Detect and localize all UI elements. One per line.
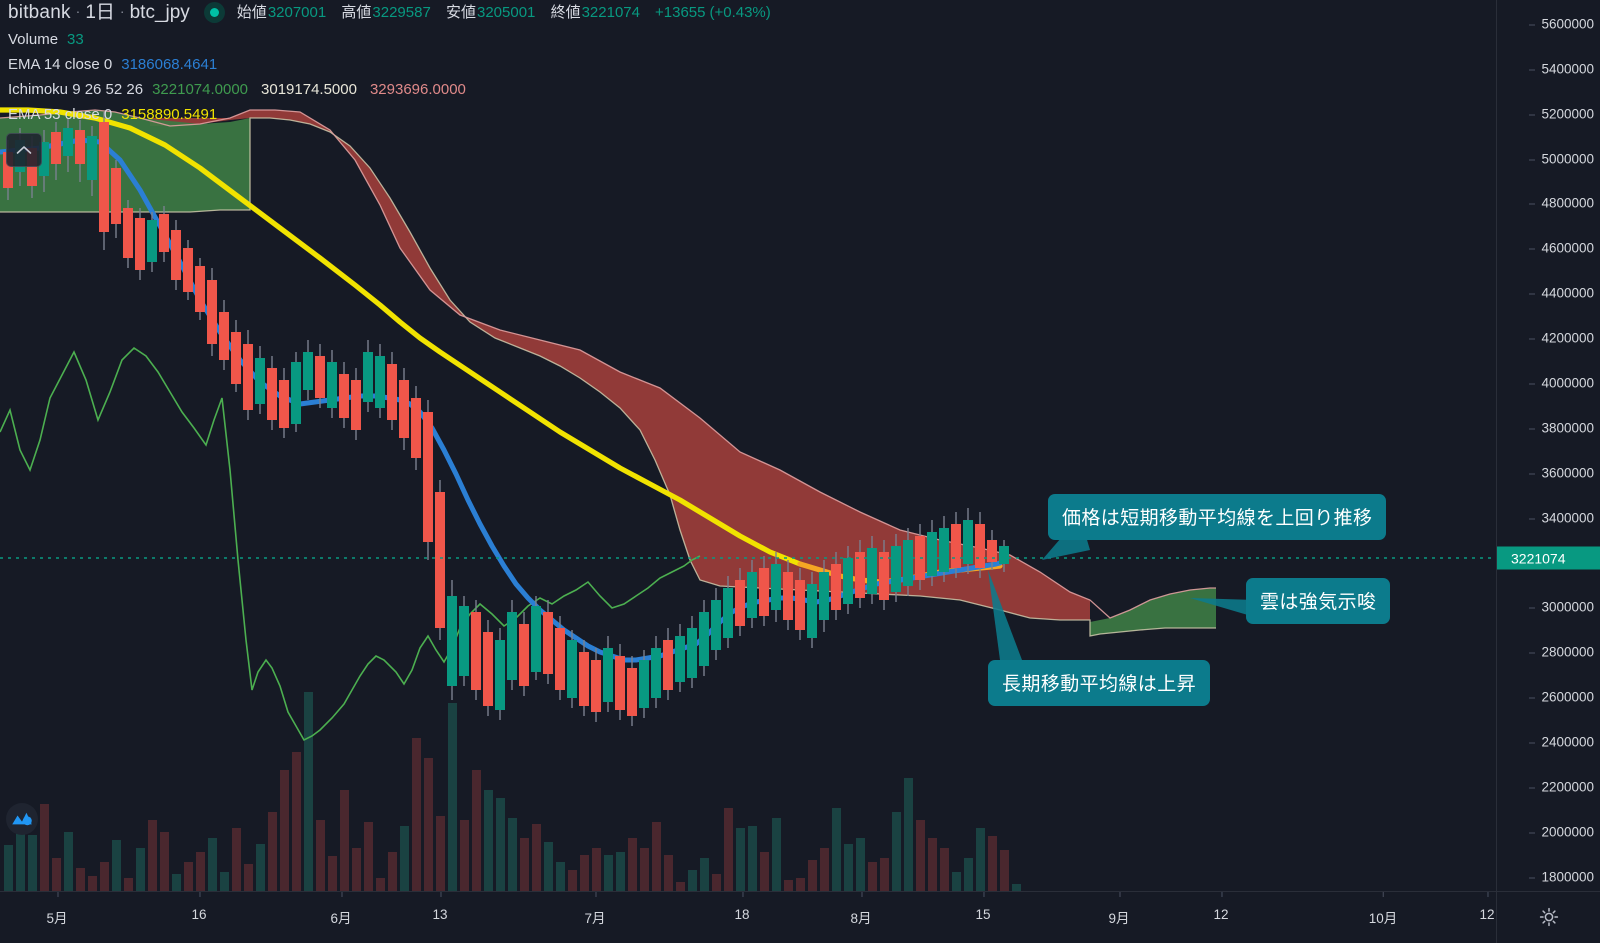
- ichimoku-senkou-b-line: [0, 109, 1216, 619]
- price-axis-tick: 4800000: [1529, 195, 1594, 211]
- time-axis-tick: 6月: [330, 892, 352, 927]
- chart-canvas: [0, 107, 1496, 891]
- annotation-callout[interactable]: 価格は短期移動平均線を上回り推移: [1048, 494, 1387, 540]
- price-axis-tick: 2200000: [1529, 779, 1594, 795]
- tradingview-logo-glyph: [12, 812, 32, 826]
- time-axis-tick: 13: [432, 892, 448, 922]
- price-axis-tick: 3400000: [1529, 510, 1594, 526]
- price-axis-tick: 5000000: [1529, 151, 1594, 167]
- time-axis-tick: 12: [1479, 892, 1495, 922]
- time-axis-tick: 5月: [46, 892, 68, 927]
- time-axis-tick: 9月: [1108, 892, 1130, 927]
- chart-settings-button[interactable]: [1496, 891, 1600, 943]
- gear-icon: [1539, 907, 1558, 927]
- ichimoku-chikou-line: [0, 346, 701, 742]
- time-axis-tick: 15: [975, 892, 991, 922]
- annotation-callout[interactable]: 長期移動平均線は上昇: [988, 660, 1211, 706]
- time-axis-tick: 8月: [850, 892, 872, 927]
- price-axis-tick: 2600000: [1529, 689, 1594, 705]
- price-axis-tick: 4000000: [1529, 375, 1594, 391]
- current-price-badge: 3221074: [1497, 546, 1600, 570]
- ichimoku-cloud-bull-left: [0, 110, 250, 212]
- ema53-line: [0, 107, 803, 567]
- price-axis-tick: 5200000: [1529, 106, 1594, 122]
- price-axis-tick: 3000000: [1529, 599, 1594, 615]
- time-axis-tick: 16: [191, 892, 207, 922]
- price-axis[interactable]: 5600000 5400000 5200000 5000000 4800000 46000…: [1496, 0, 1600, 891]
- price-axis-tick: 2000000: [1529, 824, 1594, 840]
- price-axis-tick: 5400000: [1529, 61, 1594, 77]
- price-axis-tick: 2800000: [1529, 644, 1594, 660]
- chevron-up-icon[interactable]: [6, 133, 42, 167]
- price-axis-tick: 2400000: [1529, 734, 1594, 750]
- volume-bars: [4, 692, 1021, 891]
- ichimoku-senkou-a-line: [0, 117, 1216, 637]
- annotation-callout[interactable]: 雲は強気示唆: [1246, 578, 1391, 624]
- chevron-up-glyph: [16, 146, 32, 154]
- price-axis-tick: 4600000: [1529, 240, 1594, 256]
- price-axis-tick: 4400000: [1529, 285, 1594, 301]
- ichimoku-cloud-bull-right: [1090, 588, 1216, 636]
- tradingview-logo-icon[interactable]: [6, 803, 38, 835]
- time-axis-tick: 10月: [1369, 892, 1397, 927]
- price-axis-tick: 3600000: [1529, 465, 1594, 481]
- time-axis-tick: 7月: [584, 892, 606, 927]
- price-axis-tick: 3800000: [1529, 420, 1594, 436]
- price-axis-tick: 4200000: [1529, 330, 1594, 346]
- time-axis-tick: 18: [734, 892, 750, 922]
- chart-plot-area[interactable]: bitbank · 1日 · btc_jpy 始値3207001 高値32295…: [0, 0, 1496, 891]
- price-axis-tick: 5600000: [1529, 16, 1594, 32]
- time-axis-tick: 12: [1213, 892, 1229, 922]
- price-axis-tick: 1800000: [1529, 869, 1594, 885]
- time-axis[interactable]: 5月 16 6月 13 7月 18 8月 15 9月 12 10月 12: [0, 891, 1600, 943]
